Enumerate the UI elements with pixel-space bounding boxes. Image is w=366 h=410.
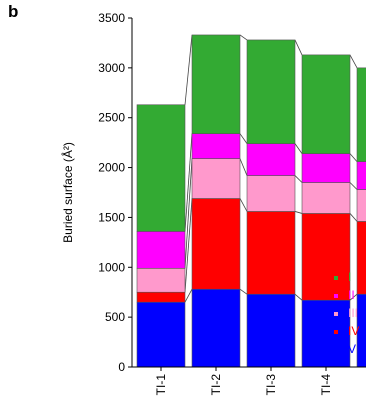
bar-segment-I-TI-5 <box>356 67 366 162</box>
legend-label-V: V <box>348 342 356 356</box>
bar-segment-IV-TI-2 <box>191 198 241 290</box>
bar-segment-II-TI-2 <box>191 133 241 159</box>
legend-label-IV: IV <box>348 324 359 338</box>
x-tick-label: TI-2 <box>209 374 223 396</box>
x-tick-label: TI-4 <box>319 374 333 396</box>
y-tick-label: 1500 <box>98 210 125 224</box>
bar-segment-III-TI-2 <box>191 158 241 199</box>
bar-segment-I-TI-2 <box>191 34 241 134</box>
connector-line <box>184 34 193 105</box>
connector-line <box>349 213 358 222</box>
bar-segment-II-TI-5 <box>356 161 366 190</box>
connector-line <box>349 153 358 162</box>
bar-segment-III-TI-4 <box>301 182 351 214</box>
connector-line <box>184 133 193 232</box>
bar-segment-II-TI-3 <box>246 143 296 176</box>
axis-layer: 0 500 1000 1500 2000 2500 3000 3500 Buried surfa… <box>60 11 366 395</box>
x-tick-label: TI-3 <box>264 374 278 396</box>
bar-segment-III-TI-5 <box>356 189 366 222</box>
bar-segment-V-TI-2 <box>191 288 241 368</box>
bar-segment-I-TI-3 <box>246 39 296 144</box>
bar-segment-IV-TI-3 <box>246 211 296 295</box>
legend-marker-I <box>334 276 338 280</box>
legend-marker-V <box>334 348 338 352</box>
legend-label-I: I <box>348 270 351 284</box>
x-tick-label: TI-1 <box>154 374 168 396</box>
connector-line <box>349 293 358 301</box>
connector-line <box>294 175 303 183</box>
connector-line <box>294 293 303 301</box>
y-axis-label: Buried surface (Å²) <box>60 142 75 243</box>
y-tick-label: 0 <box>118 360 125 374</box>
y-tick-label: 3000 <box>98 61 125 75</box>
y-tick-label: 3500 <box>98 11 125 25</box>
connector-line <box>184 289 193 303</box>
connector-line <box>239 34 248 41</box>
bar-segment-II-TI-4 <box>301 153 351 183</box>
bars-layer <box>136 34 366 368</box>
y-tick-label: 500 <box>105 310 125 324</box>
bar-segment-III-TI-1 <box>136 267 186 293</box>
connector-line <box>349 182 358 190</box>
bar-segment-II-TI-1 <box>136 231 186 269</box>
connector-line <box>239 158 248 176</box>
connector-line <box>239 198 248 212</box>
y-tick-label: 1000 <box>98 260 125 274</box>
connector-line <box>294 143 303 154</box>
bar-segment-IV-TI-4 <box>301 213 351 301</box>
connector-line <box>294 211 303 214</box>
panel-letter: b <box>8 2 19 21</box>
connector-line <box>184 158 193 269</box>
legend-label-III: III <box>348 306 358 320</box>
bar-segment-I-TI-4 <box>301 54 351 154</box>
y-tick-label: 2500 <box>98 111 125 125</box>
bar-segment-V-TI-1 <box>136 301 186 368</box>
legend-marker-IV <box>334 330 338 334</box>
connector-line <box>294 39 303 56</box>
legend-marker-III <box>334 312 338 316</box>
bar-segment-I-TI-1 <box>136 104 186 232</box>
legend-marker-II <box>334 294 338 298</box>
bar-segment-IV-TI-5 <box>356 221 366 295</box>
bar-segment-V-TI-4 <box>301 299 351 368</box>
bar-segment-V-TI-5 <box>356 293 366 368</box>
legend-label-II: II <box>348 288 355 302</box>
bar-segment-III-TI-3 <box>246 175 296 212</box>
connector-line <box>239 288 248 295</box>
connector-line <box>184 198 193 293</box>
bar-segment-IV-TI-1 <box>136 291 186 303</box>
connector-line <box>349 54 358 69</box>
y-tick-label: 2000 <box>98 161 125 175</box>
connector-lines <box>184 34 358 303</box>
bar-segment-V-TI-3 <box>246 293 296 368</box>
connector-line <box>239 133 248 144</box>
